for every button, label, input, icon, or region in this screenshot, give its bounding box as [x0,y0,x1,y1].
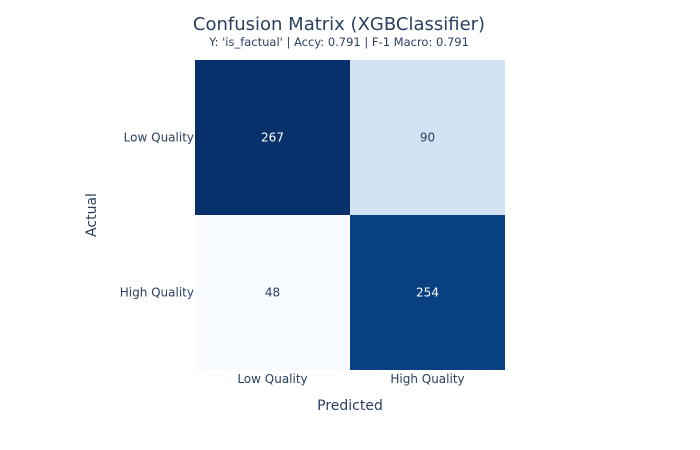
x-axis-title: Predicted [317,398,383,414]
heatmap-cell-r1-c1 [350,215,505,370]
heatmap-value-labels: 267 90 48 254 [261,131,439,300]
x-tick-label-0: Low Quality [237,372,307,386]
heatmap-value-label-r0-c0: 267 [261,131,284,145]
x-axis-ticks: Low Quality High Quality [237,372,464,386]
y-tick-label-0: Low Quality [124,131,194,145]
y-axis-ticks: Low Quality High Quality [120,131,194,300]
heatmap-cell-r0-c0 [195,60,350,215]
chart-title: Confusion Matrix (XGBClassifier) [193,14,485,35]
y-tick-label-1: High Quality [120,286,194,300]
heatmap-value-label-r1-c1: 254 [416,286,439,300]
x-tick-label-1: High Quality [390,372,464,386]
heatmap-value-label-r0-c1: 90 [420,131,435,145]
heatmap-cell-r0-c1 [350,60,505,215]
y-axis-title: Actual [84,193,100,237]
heatmap-cells [195,60,505,370]
heatmap-cell-r1-c0 [195,215,350,370]
heatmap-value-label-r1-c0: 48 [265,286,280,300]
chart-subtitle: Y: 'is_factual' | Accy: 0.791 | F-1 Macr… [208,35,469,49]
